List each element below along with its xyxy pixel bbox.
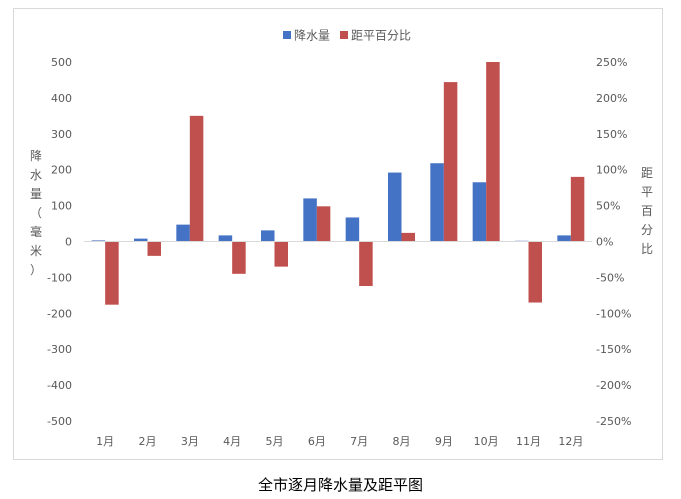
axis-titles: 降水量（毫米） 距平百分比: [30, 149, 653, 277]
bar-anomaly-percent: [486, 62, 500, 242]
y-tick-label-right: 100%: [596, 164, 627, 177]
x-tick-label: 11月: [516, 435, 541, 448]
y-tick-label-right: 0%: [596, 236, 613, 249]
y-tick-label-right: 150%: [596, 128, 627, 141]
y-tick-label-left: -400: [47, 379, 72, 392]
y-tick-label-right: -150%: [596, 343, 631, 356]
bar-anomaly-percent: [443, 82, 458, 242]
chart-frame: [13, 8, 663, 460]
x-tick-label: 5月: [266, 435, 284, 448]
y-tick-label-left: 500: [51, 56, 72, 69]
bar-precipitation: [303, 198, 317, 242]
bar-precipitation: [91, 240, 106, 242]
bar-precipitation: [472, 182, 487, 242]
y-tick-label-left: -300: [47, 343, 72, 356]
legend-label-precipitation: 降水量: [294, 29, 330, 43]
bar-anomaly-percent: [570, 176, 585, 242]
x-tick-label: 4月: [223, 435, 241, 448]
bar-anomaly-percent: [147, 241, 161, 256]
bar-anomaly-percent: [232, 241, 246, 274]
bar-anomaly-percent: [105, 241, 119, 305]
legend: 降水量 距平百分比: [283, 29, 411, 43]
figure-caption: 全市逐月降水量及距平图: [257, 476, 423, 494]
bar-precipitation: [430, 163, 444, 242]
bar-precipitation: [134, 238, 148, 242]
x-tick-label: 6月: [308, 435, 326, 448]
y-tick-label-left: 300: [51, 128, 72, 141]
bar-precipitation: [218, 235, 233, 242]
x-tick-label: 7月: [350, 435, 368, 448]
bar-precipitation: [557, 235, 571, 242]
y-axis-title-left: 降水量（毫米）: [30, 149, 42, 277]
legend-swatch-anomaly: [340, 31, 348, 39]
x-tick-label: 2月: [139, 435, 157, 448]
y-tick-label-right: 200%: [596, 92, 627, 105]
y-tick-label-left: 0: [65, 236, 72, 249]
legend-swatch-precipitation: [283, 31, 291, 39]
y-tick-label-right: -50%: [596, 271, 624, 284]
bar-precipitation: [176, 224, 190, 242]
bars: [84, 62, 592, 305]
y-tick-label-left: 400: [51, 92, 72, 105]
y-tick-label-left: -500: [47, 415, 72, 428]
y-tick-label-left: 200: [51, 164, 72, 177]
x-tick-label: 12月: [558, 435, 583, 448]
x-tick-label: 8月: [393, 435, 411, 448]
y-tick-label-right: -100%: [596, 307, 631, 320]
y-tick-label-left: 100: [51, 200, 72, 213]
bar-anomaly-percent: [401, 232, 415, 242]
y-tick-label-right: -250%: [596, 415, 631, 428]
x-tick-label: 3月: [181, 435, 199, 448]
x-axis: 1月 2月 3月 4月 5月 6月 7月 8月 9月 10月 11月 12月: [96, 435, 583, 448]
y-axis-right: 250% 200% 150% 100% 50% 0% -50% -100% -150% -200%…: [596, 56, 631, 428]
bar-anomaly-percent: [359, 241, 373, 287]
y-tick-label-right: 250%: [596, 56, 627, 69]
y-tick-label-right: 50%: [596, 200, 620, 213]
bar-anomaly-percent: [189, 115, 204, 242]
y-axis-title-right: 距平百分比: [641, 166, 653, 256]
x-tick-label: 1月: [96, 435, 114, 448]
bar-precipitation: [345, 217, 360, 242]
x-tick-label: 10月: [474, 435, 499, 448]
legend-label-anomaly: 距平百分比: [351, 29, 411, 43]
bar-anomaly-percent: [316, 206, 331, 242]
bar-precipitation: [261, 230, 275, 242]
y-axis-left: 500 400 300 200 100 0 -100 -200 -300 -400 -500: [47, 56, 72, 428]
y-tick-label-left: -200: [47, 307, 72, 320]
bar-anomaly-percent: [274, 241, 288, 267]
y-tick-label-right: -200%: [596, 379, 631, 392]
y-tick-label-left: -100: [47, 271, 72, 284]
bar-anomaly-percent: [528, 241, 542, 303]
x-tick-label: 9月: [435, 435, 453, 448]
bar-precipitation: [388, 172, 402, 242]
